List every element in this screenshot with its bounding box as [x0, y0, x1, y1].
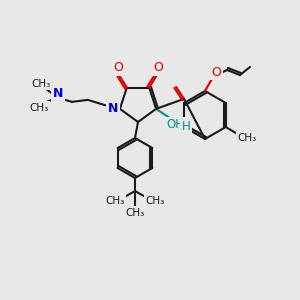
- Text: CH₃: CH₃: [125, 208, 145, 218]
- Text: O: O: [153, 61, 163, 74]
- Text: CH₃: CH₃: [238, 133, 257, 143]
- Text: CH₃: CH₃: [31, 79, 51, 89]
- Text: CH₃: CH₃: [146, 196, 165, 206]
- Text: N: N: [108, 102, 118, 116]
- Text: CH₃: CH₃: [105, 196, 124, 206]
- Text: N: N: [53, 87, 63, 101]
- Text: OH: OH: [166, 118, 184, 131]
- Text: O: O: [113, 61, 123, 74]
- Text: H: H: [182, 120, 190, 134]
- Text: O: O: [211, 65, 221, 79]
- Text: CH₃: CH₃: [29, 103, 49, 113]
